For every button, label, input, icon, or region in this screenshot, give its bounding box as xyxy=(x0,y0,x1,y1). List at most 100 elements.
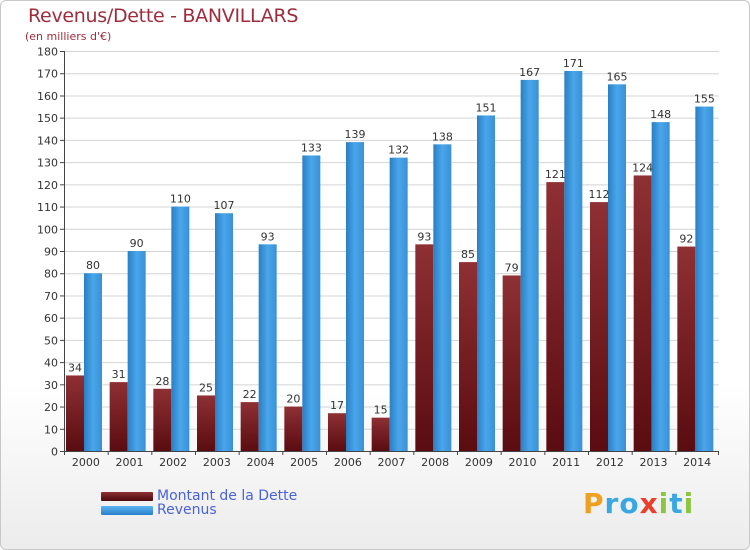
y-tick-label: 150 xyxy=(37,112,58,125)
x-tick-label: 2013 xyxy=(640,456,668,469)
bar-debt xyxy=(197,395,215,451)
y-tick-label: 80 xyxy=(44,268,58,281)
data-label-debt: 85 xyxy=(461,248,475,261)
legend-item-revenue: Revenus xyxy=(101,501,217,519)
x-tick-label: 2005 xyxy=(290,456,318,469)
data-label-debt: 93 xyxy=(417,230,431,243)
y-tick-label: 20 xyxy=(44,401,58,414)
bar-debt xyxy=(153,388,172,451)
y-tick-label: 180 xyxy=(37,46,58,59)
bar-revenue xyxy=(477,115,495,451)
bar-debt xyxy=(459,262,477,451)
data-label-debt: 15 xyxy=(374,404,388,417)
x-tick-label: 2014 xyxy=(683,456,711,469)
bar-debt xyxy=(590,202,608,451)
bar-debt xyxy=(502,275,521,451)
data-label-revenue: 93 xyxy=(261,230,275,243)
chart-title: Revenus/Dette - BANVILLARS xyxy=(28,5,299,27)
legend-label-debt: Montant de la Dette xyxy=(157,488,298,504)
bar-revenue xyxy=(258,244,277,451)
x-tick-label: 2010 xyxy=(509,456,537,469)
data-label-debt: 112 xyxy=(589,188,610,201)
y-tick-label: 40 xyxy=(44,357,58,370)
x-tick-label: 2007 xyxy=(378,456,406,469)
bar-revenue xyxy=(651,122,670,451)
bars xyxy=(66,71,714,452)
data-label-debt: 17 xyxy=(330,399,344,412)
bar-debt xyxy=(66,375,84,451)
bar-revenue xyxy=(695,106,714,452)
bar-debt xyxy=(328,413,346,451)
y-tick-label: 110 xyxy=(37,201,58,214)
data-label-debt: 79 xyxy=(505,261,519,274)
y-tick-label: 0 xyxy=(51,446,58,459)
data-label-revenue: 155 xyxy=(694,93,715,106)
bar-debt xyxy=(677,246,696,451)
y-tick-label: 60 xyxy=(44,312,58,325)
bar-revenue xyxy=(127,251,146,451)
bar-revenue xyxy=(84,273,102,451)
data-label-debt: 25 xyxy=(199,381,213,394)
bar-revenue xyxy=(433,144,452,452)
data-label-debt: 124 xyxy=(632,161,653,174)
legend-item-debt: Montant de la Dette xyxy=(101,487,297,505)
data-label-revenue: 138 xyxy=(432,130,453,143)
y-tick-label: 30 xyxy=(44,379,58,392)
data-label-debt: 28 xyxy=(155,375,169,388)
y-tick-label: 160 xyxy=(37,90,58,103)
x-tick-label: 2011 xyxy=(552,456,580,469)
bar-debt xyxy=(240,402,259,451)
x-tick-label: 2004 xyxy=(247,456,275,469)
x-tick-label: 2012 xyxy=(596,456,624,469)
x-tick-label: 2003 xyxy=(203,456,231,469)
y-tick-label: 70 xyxy=(44,290,58,303)
data-label-debt: 34 xyxy=(68,361,82,374)
y-tick-label: 140 xyxy=(37,134,58,147)
bar-revenue xyxy=(608,84,626,451)
data-label-revenue: 132 xyxy=(388,144,409,157)
legend-label-revenue: Revenus xyxy=(157,502,217,518)
chart-subtitle: (en milliers d'€) xyxy=(25,30,112,43)
x-tick-label: 2006 xyxy=(334,456,362,469)
y-tick-label: 130 xyxy=(37,157,58,170)
bar-debt xyxy=(371,417,390,451)
bar-revenue xyxy=(171,206,190,451)
x-tick-label: 2002 xyxy=(159,456,187,469)
bar-revenue xyxy=(215,213,233,451)
data-label-revenue: 107 xyxy=(214,199,235,212)
bar-revenue xyxy=(564,71,583,451)
data-labels: 34 80 31 90 28 110 25 107 22 93 20 133 17 139 15 132 93 1… xyxy=(68,57,715,417)
bar-debt xyxy=(633,175,652,451)
bar-revenue xyxy=(520,79,539,451)
x-tick-label: 2009 xyxy=(465,456,493,469)
data-label-debt: 20 xyxy=(286,393,300,406)
data-label-revenue: 167 xyxy=(519,66,540,79)
data-label-revenue: 133 xyxy=(301,141,322,154)
legend-swatch-revenue xyxy=(101,505,153,515)
bar-debt xyxy=(109,382,128,451)
data-label-revenue: 165 xyxy=(607,70,628,83)
axes: 0 10 20 30 40 50 60 70 80 90 100 110 120 130 140 150 160… xyxy=(37,46,719,469)
x-tick-label: 2001 xyxy=(116,456,144,469)
data-label-debt: 121 xyxy=(545,168,566,181)
bar-debt xyxy=(415,244,434,451)
data-label-revenue: 110 xyxy=(170,193,191,206)
bar-revenue xyxy=(302,155,321,451)
proxiti-logo: Proxiti xyxy=(583,487,695,520)
y-tick-label: 170 xyxy=(37,68,58,81)
data-label-revenue: 80 xyxy=(86,259,100,272)
data-label-debt: 92 xyxy=(679,233,693,246)
data-label-revenue: 90 xyxy=(130,237,144,250)
data-label-revenue: 151 xyxy=(476,101,497,114)
data-label-debt: 22 xyxy=(243,388,257,401)
data-label-debt: 31 xyxy=(112,368,126,381)
y-tick-label: 100 xyxy=(37,223,58,236)
data-label-revenue: 139 xyxy=(345,128,366,141)
bar-revenue xyxy=(346,142,364,451)
bar-revenue xyxy=(389,157,408,451)
x-tick-label: 2008 xyxy=(421,456,449,469)
x-tick-label: 2000 xyxy=(72,456,100,469)
y-tick-label: 10 xyxy=(44,423,58,436)
